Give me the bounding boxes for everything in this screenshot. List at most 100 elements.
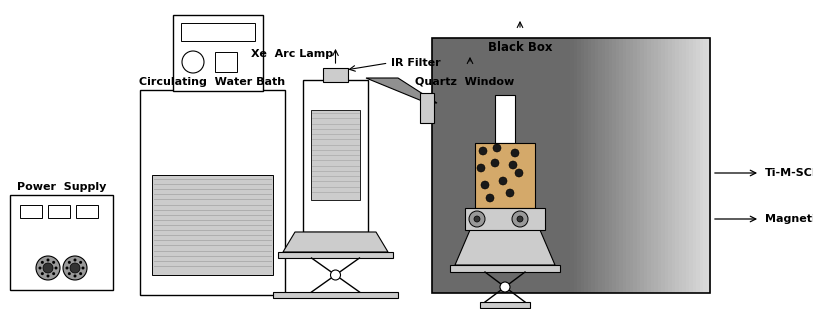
Bar [273, 292, 398, 298]
Bar [703, 38, 707, 293]
Circle shape [73, 274, 76, 277]
Circle shape [481, 181, 489, 189]
Bar [605, 38, 610, 293]
Circle shape [54, 266, 58, 269]
Circle shape [474, 216, 480, 222]
Bar [679, 38, 683, 293]
Text: Black Box: Black Box [488, 41, 552, 54]
Text: Ti-M-SCM: Ti-M-SCM [765, 168, 813, 178]
Bar [633, 38, 637, 293]
Bar [658, 38, 662, 293]
Bar [76, 205, 98, 218]
Polygon shape [366, 78, 437, 103]
Bar [664, 38, 669, 293]
Circle shape [46, 259, 50, 261]
Text: Magnetic Stirrer: Magnetic Stirrer [765, 214, 813, 224]
Bar [584, 38, 589, 293]
Circle shape [469, 211, 485, 227]
Bar [495, 95, 515, 143]
Bar [303, 80, 368, 232]
Text: Quartz  Window: Quartz Window [415, 76, 515, 86]
Circle shape [36, 256, 60, 280]
Bar [637, 38, 641, 293]
Bar [689, 38, 693, 293]
Circle shape [63, 256, 87, 280]
Bar [215, 52, 237, 72]
Bar [480, 302, 530, 308]
Bar [323, 68, 348, 82]
Bar [693, 38, 697, 293]
Bar [588, 38, 592, 293]
Circle shape [66, 266, 68, 269]
Bar [450, 265, 560, 272]
Bar [20, 205, 42, 218]
Bar [465, 208, 545, 230]
Circle shape [67, 261, 71, 264]
Text: Circulating  Water Bath: Circulating Water Bath [140, 77, 285, 87]
Bar [420, 93, 434, 123]
Circle shape [79, 261, 82, 264]
Bar [475, 143, 535, 208]
Circle shape [38, 266, 41, 269]
Circle shape [52, 272, 55, 275]
Bar [640, 38, 645, 293]
Bar [615, 38, 620, 293]
Bar [278, 252, 393, 258]
Circle shape [43, 263, 53, 273]
Bar [644, 38, 648, 293]
Bar [10, 195, 113, 290]
Circle shape [506, 189, 514, 197]
Bar [685, 38, 690, 293]
Bar [699, 38, 704, 293]
Bar [432, 38, 570, 293]
Bar [598, 38, 602, 293]
Bar [602, 38, 606, 293]
Circle shape [182, 51, 204, 73]
Bar [577, 38, 581, 293]
Circle shape [331, 270, 341, 280]
Bar [140, 90, 285, 295]
Bar [629, 38, 634, 293]
Circle shape [500, 282, 510, 292]
Bar [668, 38, 672, 293]
Circle shape [81, 266, 85, 269]
Circle shape [41, 261, 44, 264]
Bar [654, 38, 659, 293]
Bar [619, 38, 624, 293]
Bar [48, 205, 70, 218]
Text: IR Filter: IR Filter [390, 58, 440, 68]
Circle shape [509, 161, 517, 169]
Bar [173, 15, 263, 91]
Bar [682, 38, 686, 293]
Circle shape [73, 259, 76, 261]
Bar [181, 23, 255, 41]
Bar [661, 38, 666, 293]
Bar [573, 38, 578, 293]
Bar [570, 38, 575, 293]
Circle shape [512, 211, 528, 227]
Bar [675, 38, 680, 293]
Circle shape [46, 274, 50, 277]
Bar [612, 38, 616, 293]
Circle shape [517, 216, 523, 222]
Bar [594, 38, 599, 293]
Circle shape [493, 144, 501, 152]
Bar [672, 38, 676, 293]
Circle shape [52, 261, 55, 264]
Circle shape [79, 272, 82, 275]
Polygon shape [283, 232, 388, 252]
Circle shape [477, 164, 485, 172]
Circle shape [491, 159, 499, 167]
Circle shape [511, 149, 519, 157]
Bar [608, 38, 613, 293]
Bar [650, 38, 655, 293]
Bar [591, 38, 595, 293]
Bar [432, 38, 710, 293]
Circle shape [41, 272, 44, 275]
Circle shape [486, 194, 494, 202]
Bar [623, 38, 627, 293]
Bar [580, 38, 585, 293]
Bar [647, 38, 651, 293]
Bar [626, 38, 631, 293]
Circle shape [67, 272, 71, 275]
